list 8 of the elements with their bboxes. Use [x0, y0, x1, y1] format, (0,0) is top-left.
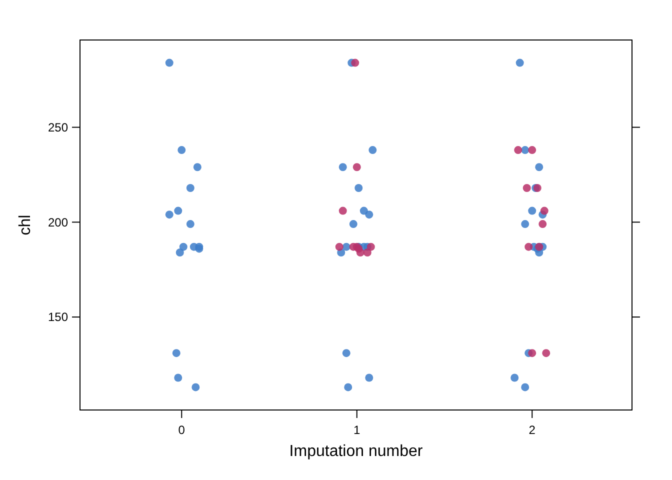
y-tick-label: 150 [48, 310, 68, 324]
y-tick-label: 250 [48, 120, 68, 134]
x-tick-label: 2 [528, 423, 536, 437]
x-tick-label: 1 [354, 423, 361, 437]
x-axis-title: Imputation number [289, 443, 424, 460]
y-axis-title: chl [17, 214, 34, 236]
y-tick-label: 200 [48, 215, 68, 230]
x-tick-label: 0 [178, 423, 186, 437]
